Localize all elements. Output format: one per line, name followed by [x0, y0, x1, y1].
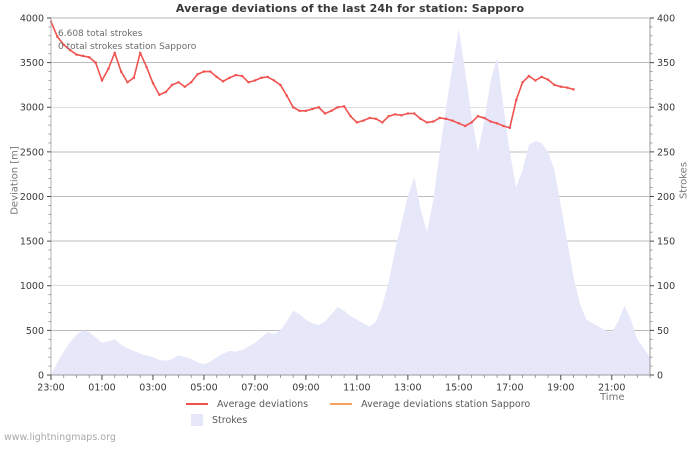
svg-text:19:00: 19:00: [547, 383, 574, 394]
svg-text:350: 350: [657, 58, 675, 69]
svg-text:01:00: 01:00: [88, 383, 115, 394]
svg-text:3500: 3500: [20, 58, 44, 69]
svg-text:13:00: 13:00: [394, 383, 421, 394]
svg-text:2500: 2500: [20, 147, 44, 158]
svg-text:4000: 4000: [20, 13, 44, 24]
svg-text:0: 0: [657, 370, 663, 381]
svg-text:07:00: 07:00: [241, 383, 268, 394]
svg-text:2000: 2000: [20, 192, 44, 203]
legend-item-strokes[interactable]: Strokes: [186, 414, 247, 426]
legend-line-swatch-orange-icon: [330, 403, 353, 405]
y-axis-left-ticks: 0 500 1000 1500 2000 2500 3000 3500 4000: [20, 13, 51, 381]
legend-area-swatch-icon: [191, 414, 203, 426]
svg-text:05:00: 05:00: [190, 383, 217, 394]
svg-text:23:00: 23:00: [37, 383, 64, 394]
legend-label-strokes: Strokes: [212, 414, 248, 426]
x-axis-ticks: 23:00 01:00 03:00 05:00 07:00 09:00 11:00 13:00…: [37, 375, 651, 394]
svg-text:250: 250: [657, 147, 675, 158]
svg-text:03:00: 03:00: [139, 383, 166, 394]
svg-text:1500: 1500: [20, 237, 44, 248]
svg-text:100: 100: [657, 281, 675, 292]
svg-text:15:00: 15:00: [445, 383, 472, 394]
svg-text:17:00: 17:00: [496, 383, 523, 394]
svg-text:21:00: 21:00: [598, 383, 625, 394]
legend-label-average-deviations: Average deviations: [217, 398, 309, 410]
legend-row-2: Strokes: [186, 412, 552, 428]
svg-text:0: 0: [38, 370, 44, 381]
y-axis-right-label: Strokes: [678, 161, 690, 200]
legend-item-average-deviations-station[interactable]: Average deviations station Sapporo: [330, 399, 530, 410]
svg-text:09:00: 09:00: [292, 383, 319, 394]
chart-legend: Average deviations Average deviations st…: [186, 396, 552, 428]
svg-text:400: 400: [657, 13, 675, 24]
legend-label-average-deviations-station: Average deviations station Sapporo: [361, 398, 531, 410]
legend-row-1: Average deviations Average deviations st…: [186, 396, 552, 412]
svg-text:3000: 3000: [20, 103, 44, 114]
x-axis-label: Time: [600, 392, 625, 403]
svg-text:500: 500: [26, 326, 44, 337]
watermark-text: www.lightningmaps.org: [4, 432, 116, 443]
legend-line-swatch-icon: [186, 403, 208, 405]
average-deviations-markers: [49, 20, 575, 129]
svg-text:300: 300: [657, 103, 675, 114]
annotation-station-strokes: 0 total strokes station Sapporo: [58, 42, 197, 52]
svg-text:11:00: 11:00: [343, 383, 370, 394]
svg-text:200: 200: [657, 192, 675, 203]
y-axis-left-label: Deviation [m]: [9, 146, 21, 215]
svg-text:50: 50: [657, 326, 669, 337]
svg-text:1000: 1000: [20, 281, 44, 292]
svg-text:150: 150: [657, 237, 675, 248]
chart-title: Average deviations of the last 24h for s…: [175, 2, 525, 15]
annotation-total-strokes: 6.608 total strokes: [58, 29, 143, 39]
y-axis-right-ticks: 0 50 100 150 200 250 300 350 400: [650, 13, 675, 381]
legend-item-average-deviations[interactable]: Average deviations: [186, 399, 308, 410]
strokes-area-series: [51, 28, 650, 376]
